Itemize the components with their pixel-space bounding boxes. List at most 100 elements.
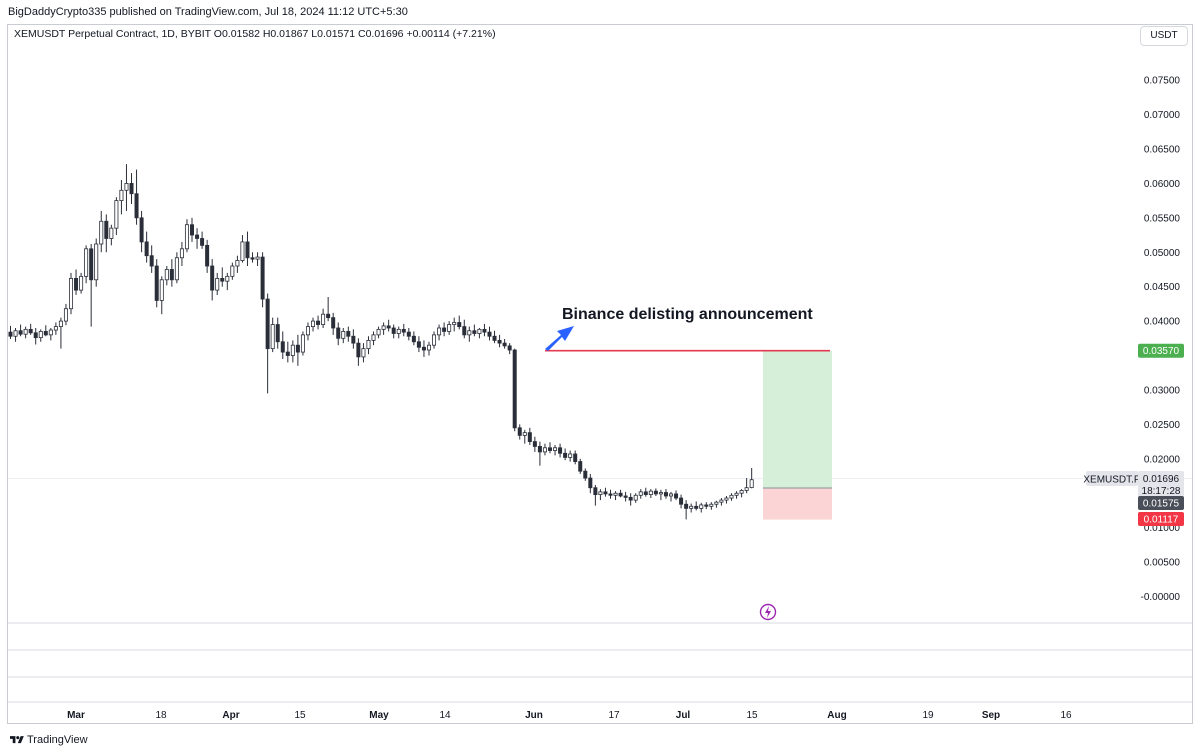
candle-body [104, 220, 109, 239]
candle [316, 315, 321, 330]
candle-body [583, 470, 588, 479]
candle-body [401, 328, 406, 333]
candle [220, 267, 225, 287]
candle-body [245, 241, 250, 259]
candle-body [391, 327, 396, 334]
x-tick-label: 14 [439, 710, 451, 721]
candle [603, 487, 608, 497]
candle [79, 272, 84, 294]
candle-body [457, 322, 462, 328]
candle-body [714, 501, 719, 505]
candle [215, 272, 220, 295]
candle-body [220, 278, 225, 282]
target-price-tag-text: 0.03570 [1143, 346, 1180, 357]
candle-body [89, 248, 94, 281]
candle-body [159, 279, 164, 301]
candle [341, 327, 346, 344]
candle [13, 327, 18, 342]
candle-body [94, 243, 99, 281]
candle [48, 327, 53, 341]
candle [502, 339, 507, 349]
candle [568, 450, 573, 462]
candle-body [669, 493, 674, 497]
candle-body [179, 248, 184, 259]
candle [527, 427, 532, 446]
candle-body [79, 275, 84, 291]
candle [195, 228, 200, 249]
candle [109, 224, 114, 246]
candle [154, 259, 159, 308]
stop-zone [763, 488, 832, 520]
candle [638, 489, 643, 499]
candle-body [623, 495, 628, 498]
price-chart[interactable]: Binance delisting announcement 0.07500 0.… [0, 0, 1200, 728]
candle-body [472, 330, 477, 334]
candle [608, 489, 613, 499]
candle [104, 214, 109, 253]
candle [583, 468, 588, 481]
annotation-text: Binance delisting announcement [562, 306, 813, 323]
candle-body [270, 324, 275, 350]
symbol-name[interactable]: XEMUSDT Perpetual Contract, 1D, BYBIT [14, 28, 211, 40]
candle [749, 467, 754, 489]
candle-body [532, 441, 537, 447]
lightning-icon[interactable] [759, 603, 777, 621]
candle [563, 448, 568, 461]
candle [658, 489, 663, 501]
candle [300, 331, 305, 356]
candle-body [200, 238, 205, 246]
candle [663, 489, 668, 499]
candle-body [295, 344, 300, 353]
candle-body [573, 453, 578, 462]
y-tick-label: 0.07500 [1144, 76, 1181, 87]
candle [179, 241, 184, 267]
candle [381, 322, 386, 335]
candle-body [290, 344, 295, 356]
candle-body [563, 452, 568, 458]
candle [295, 334, 300, 366]
candle-body [749, 479, 754, 488]
candle [588, 473, 593, 494]
candle-body [114, 200, 119, 229]
candle [704, 502, 709, 510]
candle [361, 343, 366, 363]
candle-body [174, 257, 179, 281]
candle-body [744, 487, 749, 491]
candle-body [8, 331, 13, 337]
candle [573, 450, 578, 465]
candle-body [537, 446, 542, 453]
candle-body [139, 217, 144, 243]
candle [225, 272, 230, 291]
candle [114, 197, 119, 236]
candle-body [18, 330, 23, 335]
currency-button[interactable]: USDT [1140, 26, 1188, 46]
candle [69, 272, 74, 315]
stop-price-tag-text: 0.01117 [1144, 515, 1179, 526]
candle-body [653, 490, 658, 495]
candle-body [502, 342, 507, 347]
candle [437, 324, 442, 341]
candle [94, 238, 99, 287]
candle-body [23, 328, 28, 335]
candle-body [321, 313, 326, 325]
candle-body [608, 493, 613, 496]
candle-body [134, 193, 139, 219]
candle [689, 503, 694, 513]
publisher-line: BigDaddyCrypto335 published on TradingVi… [8, 6, 408, 18]
candle [694, 501, 699, 511]
candle [442, 322, 447, 337]
event-marker[interactable] [759, 603, 777, 621]
candle [432, 331, 437, 349]
candle [507, 343, 512, 355]
x-tick-label: Aug [827, 710, 846, 721]
candle-body [305, 326, 310, 336]
candle-body [542, 447, 547, 453]
candle [285, 341, 290, 363]
candle [200, 231, 205, 249]
candle [169, 259, 174, 287]
candle [618, 489, 623, 498]
candle [33, 327, 38, 345]
target-zone [763, 350, 832, 489]
candle-body [99, 220, 104, 245]
